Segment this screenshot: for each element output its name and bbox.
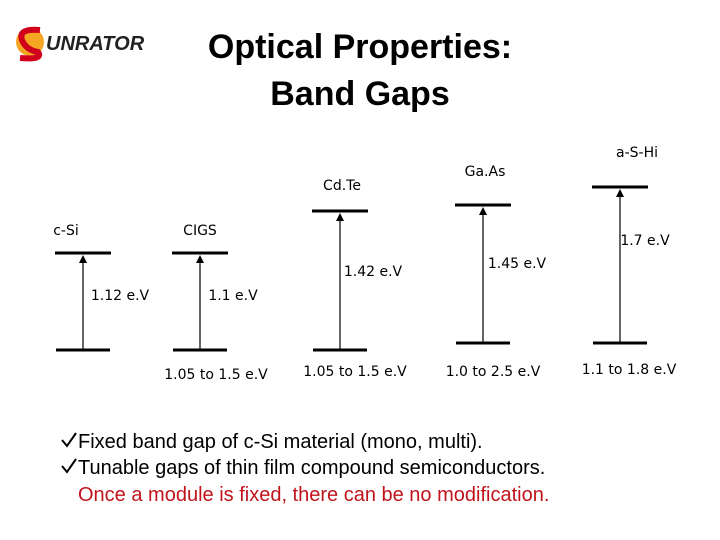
material-name: Cd.Te: [323, 178, 361, 194]
gap-label: 1.12 e.V: [91, 288, 150, 304]
logo-text: UNRATOR: [46, 33, 145, 55]
gap-label: 1.45 e.V: [488, 256, 547, 272]
bullet: Tunable gaps of thin film compound semic…: [78, 457, 545, 479]
range-label: 1.0 to 2.5 e.V: [446, 364, 541, 380]
gap-label: 1.1 e.V: [208, 288, 258, 304]
logo: UNRATOR: [16, 26, 145, 62]
arrow-head: [196, 255, 204, 263]
arrow-head: [479, 207, 487, 215]
bullet: Fixed band gap of c-Si material (mono, m…: [78, 431, 483, 453]
logo-s: [18, 26, 43, 62]
check: [61, 458, 77, 474]
title-line: Optical Properties:: [208, 28, 512, 66]
arrow-head: [79, 255, 87, 263]
arrow-head: [336, 213, 344, 221]
gap-label: 1.7 e.V: [620, 233, 670, 249]
gap-label: 1.42 e.V: [344, 264, 403, 280]
material-name: CIGS: [183, 223, 217, 239]
arrow-head: [616, 189, 624, 197]
title-line: Band Gaps: [270, 75, 449, 113]
material-name: a-S-Hi: [616, 145, 658, 161]
material-name: Ga.As: [465, 164, 506, 180]
note: Once a module is fixed, there can be no …: [78, 484, 549, 506]
range-label: 1.05 to 1.5 e.V: [164, 367, 268, 383]
check: [61, 432, 77, 448]
range-label: 1.1 to 1.8 e.V: [582, 362, 677, 378]
material-name: c-Si: [53, 223, 79, 239]
range-label: 1.05 to 1.5 e.V: [303, 364, 407, 380]
